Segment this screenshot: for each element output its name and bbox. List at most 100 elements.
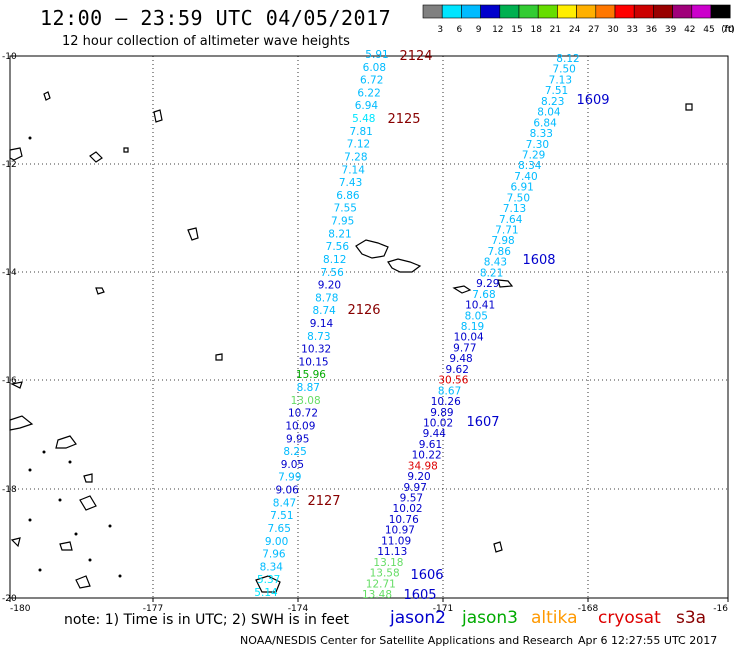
wave-height-value: 13.58 (370, 568, 400, 580)
wave-height-value: 7.43 (339, 177, 362, 189)
wave-height-value: 7.40 (514, 171, 537, 183)
island-outline (55, 435, 77, 449)
wave-height-value: 10.22 (412, 450, 442, 462)
satellite-legend-jason3: jason3 (462, 608, 518, 628)
pass-label: 1606 (410, 568, 443, 583)
wave-height-value: 6.91 (510, 182, 533, 194)
island-dot (38, 568, 42, 572)
lat-tick-label: -12 (2, 160, 17, 170)
wave-height-value: 7.86 (488, 246, 512, 258)
lat-tick-label: -10 (2, 52, 17, 62)
island-outline (123, 147, 129, 153)
island-outline (187, 227, 199, 241)
wave-height-value: 8.67 (438, 385, 461, 397)
wave-height-value: 7.56 (320, 267, 344, 279)
wave-height-value: 9.62 (446, 364, 469, 376)
wave-height-value: 8.05 (465, 310, 488, 322)
satellite-legend-s3a: s3a (676, 608, 707, 628)
wave-height-value: 7.81 (349, 126, 372, 138)
credit-line: NOAA/NESDIS Center for Satellite Applica… (240, 634, 574, 647)
pass-label: 1607 (466, 415, 499, 430)
wave-height-value: 8.19 (461, 321, 484, 333)
wave-height-value: 6.94 (355, 100, 379, 112)
island-dot (28, 518, 32, 522)
island-outline (153, 109, 163, 123)
island-outline (255, 575, 281, 593)
lat-tick-label: -18 (2, 485, 17, 495)
island-dot (58, 498, 62, 502)
wave-height-value: 10.09 (285, 420, 315, 432)
lon-tick-label: -180 (10, 604, 31, 614)
island-dot (108, 524, 112, 528)
island-outline (89, 151, 103, 163)
wave-height-value: 7.96 (262, 549, 286, 561)
wave-height-value: 9.48 (449, 353, 472, 365)
lat-tick-label: -20 (2, 594, 17, 604)
pass-label: 1605 (403, 588, 436, 603)
island-dot (88, 558, 92, 562)
colorbar-label: 24 (569, 25, 581, 35)
wave-height-value: 10.41 (465, 300, 495, 312)
wave-height-value: 7.55 (334, 203, 357, 215)
colorbar-swatch (710, 4, 731, 19)
island-outline (95, 287, 105, 295)
island-outline (79, 495, 97, 511)
wave-height-value: 9.14 (310, 318, 334, 330)
island-outline (493, 541, 503, 553)
wave-height-value: 7.13 (503, 203, 526, 215)
wave-height-value: 9.57 (400, 493, 423, 505)
island-outline (9, 415, 34, 431)
wave-height-value: 10.04 (454, 332, 484, 344)
island-outline (355, 239, 389, 259)
wave-height-value: 9.61 (419, 439, 442, 451)
wave-height-value: 8.23 (541, 96, 564, 108)
island-outline (9, 147, 23, 161)
wave-height-value: 6.84 (533, 117, 557, 129)
wave-height-value: 13.08 (291, 395, 321, 407)
wave-height-value: 5.37 (257, 574, 280, 586)
wave-height-value: 7.50 (507, 192, 530, 204)
wave-height-value: 9.89 (430, 407, 453, 419)
chart-subtitle: 12 hour collection of altimeter wave hei… (62, 34, 350, 49)
wave-height-value: 9.29 (476, 278, 499, 290)
wave-height-value: 10.02 (423, 417, 453, 429)
wave-height-value: 8.04 (537, 107, 561, 119)
island-dot (118, 574, 122, 578)
color-scale-legend: 3 6 9 12 15 18 21 24 27 30 33 36 39 42 45 70(ft) (422, 4, 735, 35)
wave-height-value: 7.12 (347, 139, 370, 151)
wave-height-value: 7.51 (270, 510, 293, 522)
island-outline (10, 537, 21, 548)
wave-height-value: 5.91 (365, 49, 388, 61)
wave-height-value: 10.32 (301, 344, 331, 356)
wave-height-value: 10.15 (299, 356, 329, 368)
wave-height-value: 8.21 (480, 267, 503, 279)
wave-height-value: 9.20 (318, 280, 341, 292)
wave-height-value: 9.77 (453, 342, 476, 354)
satellite-legend-altika: altika (531, 608, 578, 628)
wave-height-value: 8.34 (260, 561, 284, 573)
island-dot (28, 468, 32, 472)
wave-height-value: 15.96 (296, 369, 326, 381)
colorbar-label: 3 (437, 25, 443, 35)
wave-height-value: 30.56 (438, 375, 468, 387)
wave-height-value: 7.13 (549, 74, 572, 86)
wave-height-value: 7.65 (268, 523, 291, 535)
wave-height-value: 34.98 (408, 460, 438, 472)
island-outline (75, 575, 91, 589)
colorbar-label: 70 (722, 25, 734, 35)
island-outline (685, 103, 693, 111)
wave-height-value: 13.18 (373, 557, 403, 569)
island-dot (28, 136, 32, 140)
wave-height-value: 8.87 (297, 382, 320, 394)
colorbar-label: 15 (511, 25, 522, 35)
lon-tick-label: -177 (143, 604, 163, 614)
wave-height-value: 8.25 (283, 446, 306, 458)
colorbar-label: 21 (550, 25, 561, 35)
wave-height-value: 8.12 (323, 254, 346, 266)
wave-height-value: 7.98 (491, 235, 514, 247)
pass-label: 2127 (307, 494, 340, 509)
colorbar-label: 9 (476, 25, 482, 35)
pass-label: 2125 (387, 112, 420, 127)
colorbar-label: 45 (703, 25, 714, 35)
